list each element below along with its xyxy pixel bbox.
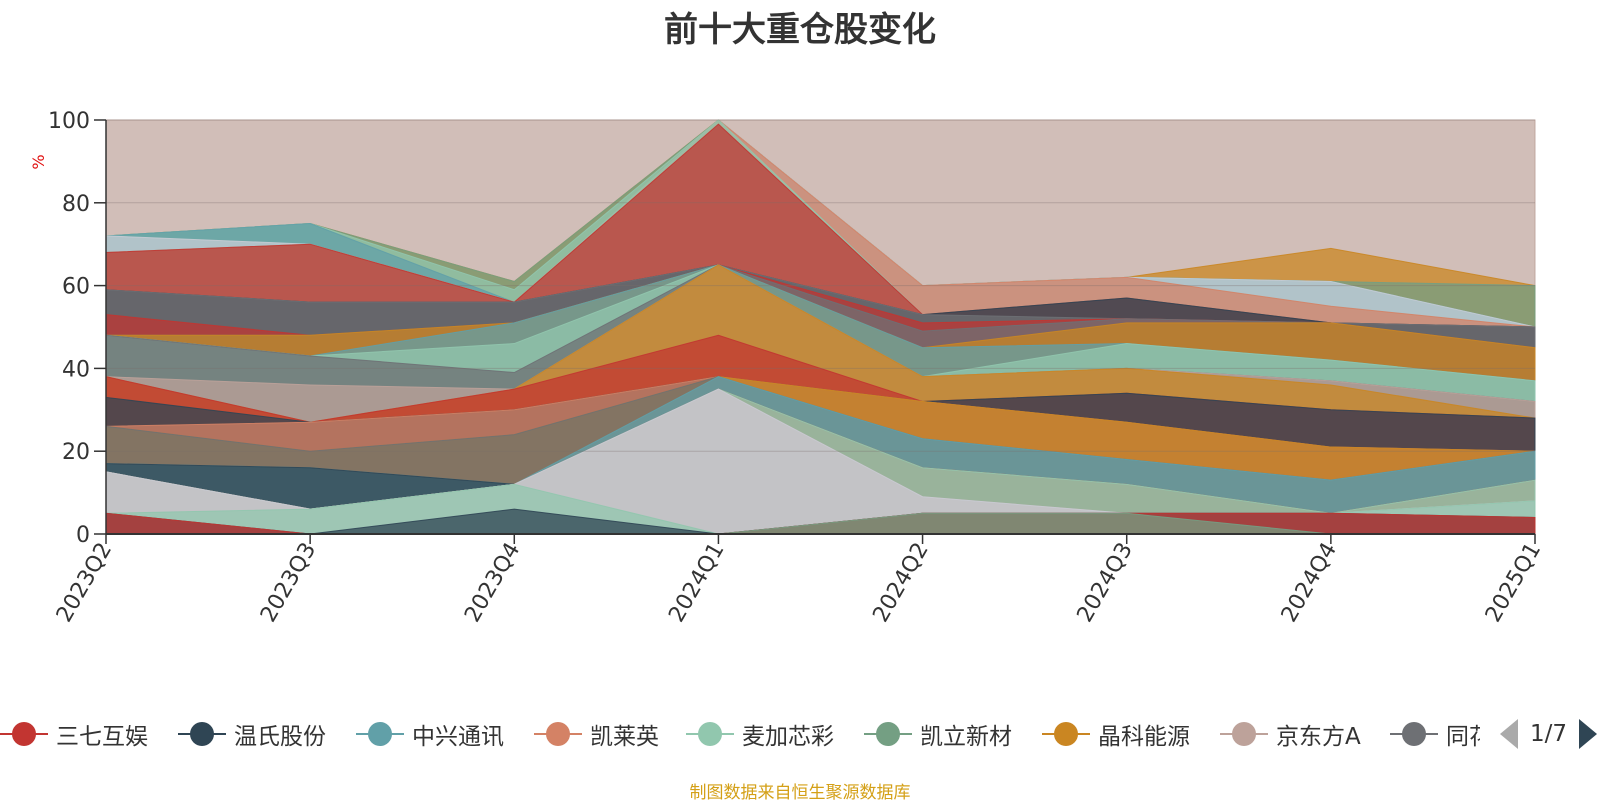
- legend-pager: 1/7: [1500, 716, 1598, 752]
- source-note: 制图数据来自恒生聚源数据库: [689, 783, 911, 803]
- legend-item[interactable]: 凯立新材: [864, 712, 1012, 756]
- legend-page-indicator: 1/7: [1530, 721, 1568, 747]
- legend-marker-icon: [0, 721, 48, 747]
- legend-marker-icon: [1042, 721, 1090, 747]
- x-tick-label: 2024Q4: [1277, 539, 1342, 627]
- y-tick-label: 20: [62, 440, 90, 465]
- legend-marker-icon: [534, 721, 582, 747]
- legend-label: 晶科能源: [1098, 724, 1190, 750]
- arrow-right-icon[interactable]: [1579, 719, 1598, 749]
- y-tick-label: 100: [48, 109, 90, 134]
- y-tick-label: 60: [62, 275, 90, 300]
- legend-label: 三七互娱: [56, 724, 148, 750]
- x-tick-label: 2025Q1: [1481, 539, 1546, 627]
- legend-label: 凯莱英: [590, 724, 659, 750]
- legend-marker-icon: [178, 721, 226, 747]
- legend-item[interactable]: 晶科能源: [1042, 712, 1190, 756]
- legend-item[interactable]: 三七互娱: [0, 712, 148, 756]
- legend-marker-icon: [686, 721, 734, 747]
- y-tick-label: 80: [62, 192, 90, 217]
- y-axis-label: %: [29, 154, 48, 169]
- y-tick-label: 40: [62, 357, 90, 382]
- x-tick-label: 2023Q3: [256, 539, 321, 627]
- legend-label: 凯立新材: [920, 724, 1012, 750]
- x-tick-label: 2024Q2: [868, 539, 933, 627]
- legend-label: 麦加芯彩: [742, 724, 834, 750]
- legend-label: 温氏股份: [234, 724, 326, 750]
- legend-item[interactable]: 温氏股份: [178, 712, 326, 756]
- legend-item[interactable]: 中兴通讯: [356, 712, 504, 756]
- x-tick-label: 2023Q2: [52, 539, 117, 627]
- legend: 三七互娱 温氏股份 中兴通讯 凯莱英 麦加芯彩 凯立新材 晶科能源 京东方A 同花顺: [0, 712, 1480, 756]
- legend-label: 同花顺: [1446, 724, 1480, 750]
- legend-item[interactable]: 同花顺: [1390, 712, 1480, 756]
- y-tick-label: 0: [76, 523, 90, 548]
- x-tick-label: 2023Q4: [460, 539, 525, 627]
- legend-item[interactable]: 京东方A: [1220, 712, 1361, 756]
- legend-marker-icon: [864, 721, 912, 747]
- area-chart: 0 20 40 60 80 100% 2023Q2 2023Q3 2023Q4 2024Q1 202…: [29, 109, 1546, 627]
- legend-label: 中兴通讯: [412, 724, 504, 750]
- legend-marker-icon: [1220, 721, 1268, 747]
- legend-item[interactable]: 麦加芯彩: [686, 712, 834, 756]
- arrow-left-icon[interactable]: [1500, 719, 1518, 749]
- legend-marker-icon: [1390, 721, 1438, 747]
- x-tick-label: 2024Q1: [664, 539, 729, 627]
- legend-item[interactable]: 凯莱英: [534, 712, 659, 756]
- x-tick-label: 2024Q3: [1073, 539, 1138, 627]
- legend-marker-icon: [356, 721, 404, 747]
- chart-title: 前十大重仓股变化: [664, 10, 936, 50]
- legend-label: 京东方A: [1276, 724, 1361, 750]
